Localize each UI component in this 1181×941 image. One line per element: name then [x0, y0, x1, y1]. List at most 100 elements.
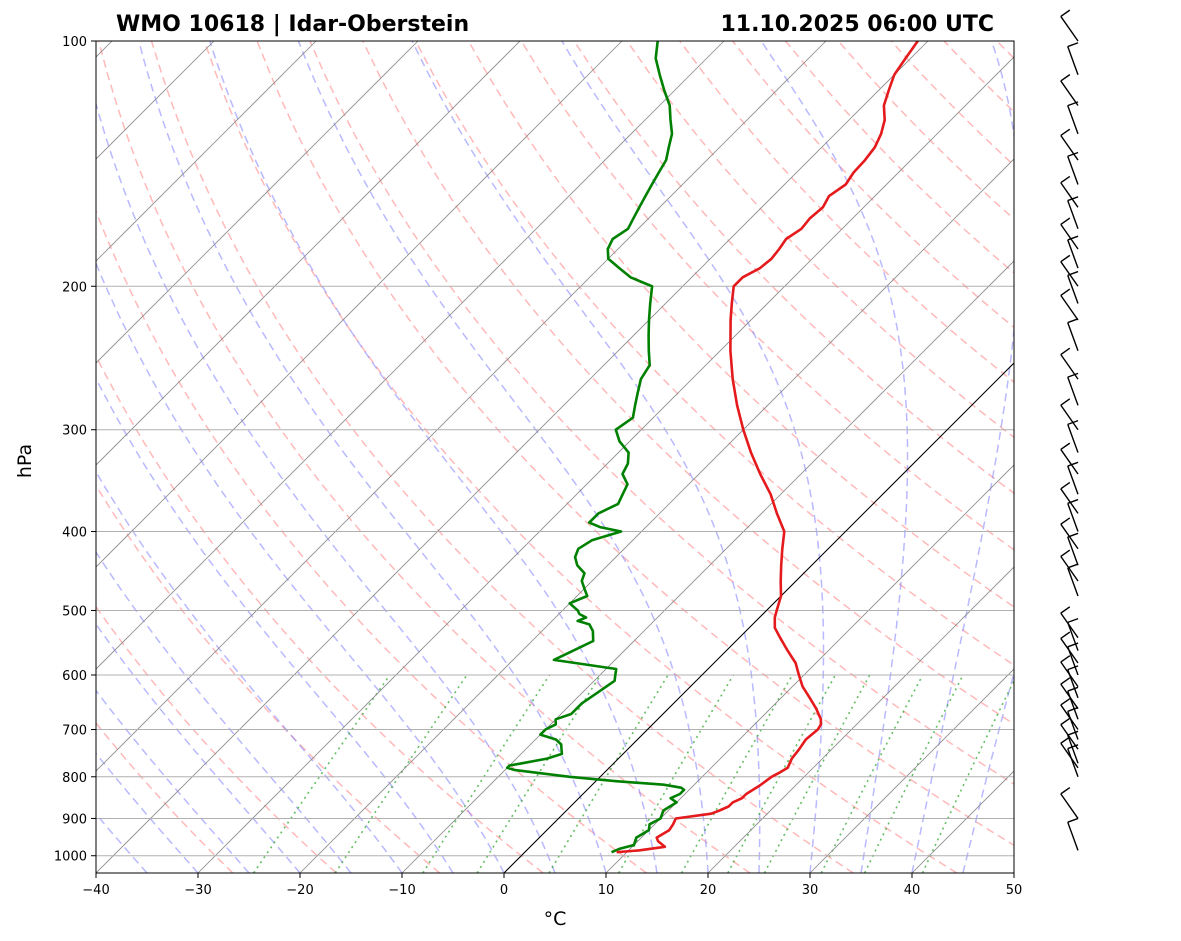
dry-adiabat-line — [520, 41, 1014, 551]
wind-barb — [1067, 744, 1079, 778]
y-tick-label: 500 — [62, 604, 87, 619]
mixing-ratio-line — [334, 674, 468, 873]
dry-adiabat-line — [309, 41, 1014, 786]
wind-barb — [1067, 318, 1079, 352]
wind-barb — [1067, 563, 1079, 597]
moist-adiabat-line — [911, 41, 1014, 873]
isotherm-line — [197, 56, 1014, 873]
wind-barb — [1060, 655, 1079, 687]
y-tick-label: 600 — [62, 669, 87, 684]
moist-adiabat-line — [561, 41, 825, 873]
x-tick-label: 20 — [700, 883, 717, 898]
isotherm-line — [96, 41, 623, 568]
plot-frame — [95, 40, 1015, 874]
isotherm-line — [299, 158, 1014, 873]
wind-barbs — [1060, 9, 1079, 851]
isotherm-line — [1013, 872, 1014, 873]
dry-adiabat-line — [573, 41, 1014, 495]
isotherm-line — [911, 770, 1014, 873]
x-tick-label: −10 — [388, 883, 415, 898]
dry-adiabats — [96, 41, 1014, 873]
wind-barb — [1060, 175, 1079, 208]
moist-adiabat-line — [96, 261, 505, 873]
isotherm-line — [96, 41, 929, 873]
mixing-ratio-line — [820, 674, 924, 873]
mixing-ratio-line — [863, 674, 964, 873]
wind-barb — [1060, 442, 1079, 475]
chart-title-datetime: 11.10.2025 06:00 UTC — [720, 12, 994, 37]
x-axis-ticks: −40 −30 −20 −10 0 10 20 30 40 50 — [82, 873, 1022, 898]
wind-barb — [1060, 128, 1079, 161]
wind-barb — [1067, 817, 1079, 851]
mixing-ratio-line — [548, 674, 669, 873]
dry-adiabat-line — [96, 354, 544, 873]
wind-barb — [1060, 677, 1079, 710]
wind-barb — [1060, 74, 1079, 106]
moist-adiabat-line — [297, 41, 709, 873]
wind-barb — [1060, 698, 1079, 730]
moist-adiabat-line — [962, 669, 1014, 873]
dry-adiabat-line — [626, 41, 1014, 439]
wind-barb — [1067, 372, 1079, 406]
mixing-ratio-line — [763, 674, 871, 873]
isotherm-line — [96, 41, 419, 364]
moist-adiabats — [96, 41, 1014, 873]
dry-adiabat-line — [256, 41, 1014, 847]
pressure-gridlines — [96, 41, 1014, 857]
moist-adiabat-line — [209, 41, 658, 873]
wind-barb — [1067, 617, 1079, 651]
moist-adiabat-line — [760, 41, 909, 873]
wind-barb — [1060, 786, 1079, 819]
moist-adiabat-line — [96, 550, 352, 873]
wind-barb — [1060, 481, 1079, 514]
y-tick-label: 900 — [62, 812, 87, 827]
dry-adiabat-line — [150, 41, 854, 873]
y-tick-label: 400 — [62, 526, 87, 541]
x-tick-label: −40 — [82, 883, 109, 898]
x-tick-label: 30 — [802, 883, 819, 898]
dry-adiabat-line — [96, 721, 234, 873]
chart-title-station: WMO 10618 | Idar-Oberstein — [116, 12, 469, 37]
moist-adiabat-line — [96, 376, 454, 873]
moist-adiabat-line — [411, 41, 761, 873]
dry-adiabat-line — [837, 41, 1014, 220]
mixing-ratio-lines — [253, 674, 1014, 873]
x-tick-label: 10 — [598, 883, 615, 898]
wind-barb — [1067, 42, 1079, 75]
x-tick-label: −20 — [286, 883, 313, 898]
moist-adiabat-line — [96, 689, 250, 873]
wind-barb — [1067, 730, 1079, 764]
dry-adiabat-line — [784, 41, 1014, 274]
wind-barb — [1060, 9, 1079, 42]
wind-barb — [1060, 288, 1079, 321]
y-tick-label: 300 — [62, 424, 87, 439]
isotherm-line — [96, 41, 317, 262]
x-tick-label: −30 — [184, 883, 211, 898]
isotherm-line — [707, 566, 1014, 873]
x-tick-label: 40 — [904, 883, 921, 898]
wind-barb — [1067, 532, 1079, 566]
mixing-ratio-line — [476, 674, 602, 873]
x-axis-label: °C — [544, 908, 567, 930]
mixing-ratio-line — [618, 674, 735, 873]
wind-barb — [1060, 717, 1079, 750]
wind-barb — [1060, 254, 1079, 287]
moist-adiabat-line — [96, 470, 403, 873]
y-axis-label: hPa — [14, 444, 36, 478]
dry-adiabat-line — [467, 41, 1014, 608]
dry-adiabat-line — [96, 484, 441, 873]
isotherm-line — [96, 41, 521, 466]
dry-adiabat-line — [679, 41, 1014, 383]
x-tick-label: 50 — [1006, 883, 1023, 898]
wind-barb — [1067, 196, 1079, 229]
x-tick-label: 0 — [500, 883, 508, 898]
wind-barb — [1067, 498, 1079, 532]
y-tick-label: 800 — [62, 771, 87, 786]
isotherm-line — [809, 668, 1014, 873]
dry-adiabat-line — [414, 41, 1014, 666]
wind-barb — [1067, 419, 1079, 453]
wind-barb — [1060, 217, 1079, 250]
y-tick-label: 100 — [62, 35, 87, 50]
dry-adiabat-line — [97, 41, 751, 873]
